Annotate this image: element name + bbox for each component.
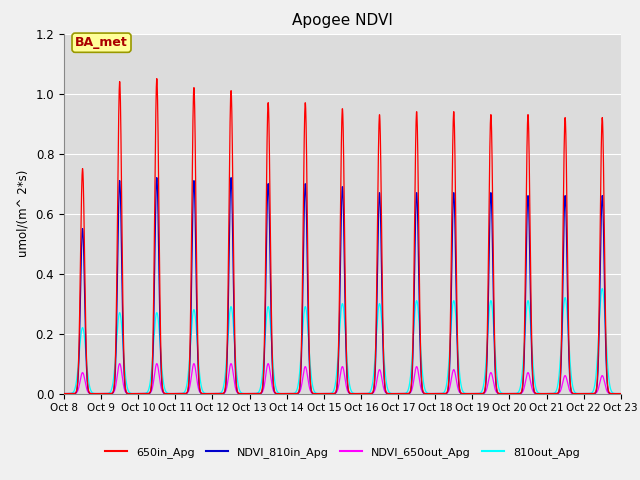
Title: Apogee NDVI: Apogee NDVI — [292, 13, 393, 28]
Y-axis label: umol/(m^ 2*s): umol/(m^ 2*s) — [17, 170, 30, 257]
Text: BA_met: BA_met — [75, 36, 128, 49]
Legend: 650in_Apg, NDVI_810in_Apg, NDVI_650out_Apg, 810out_Apg: 650in_Apg, NDVI_810in_Apg, NDVI_650out_A… — [100, 443, 584, 462]
